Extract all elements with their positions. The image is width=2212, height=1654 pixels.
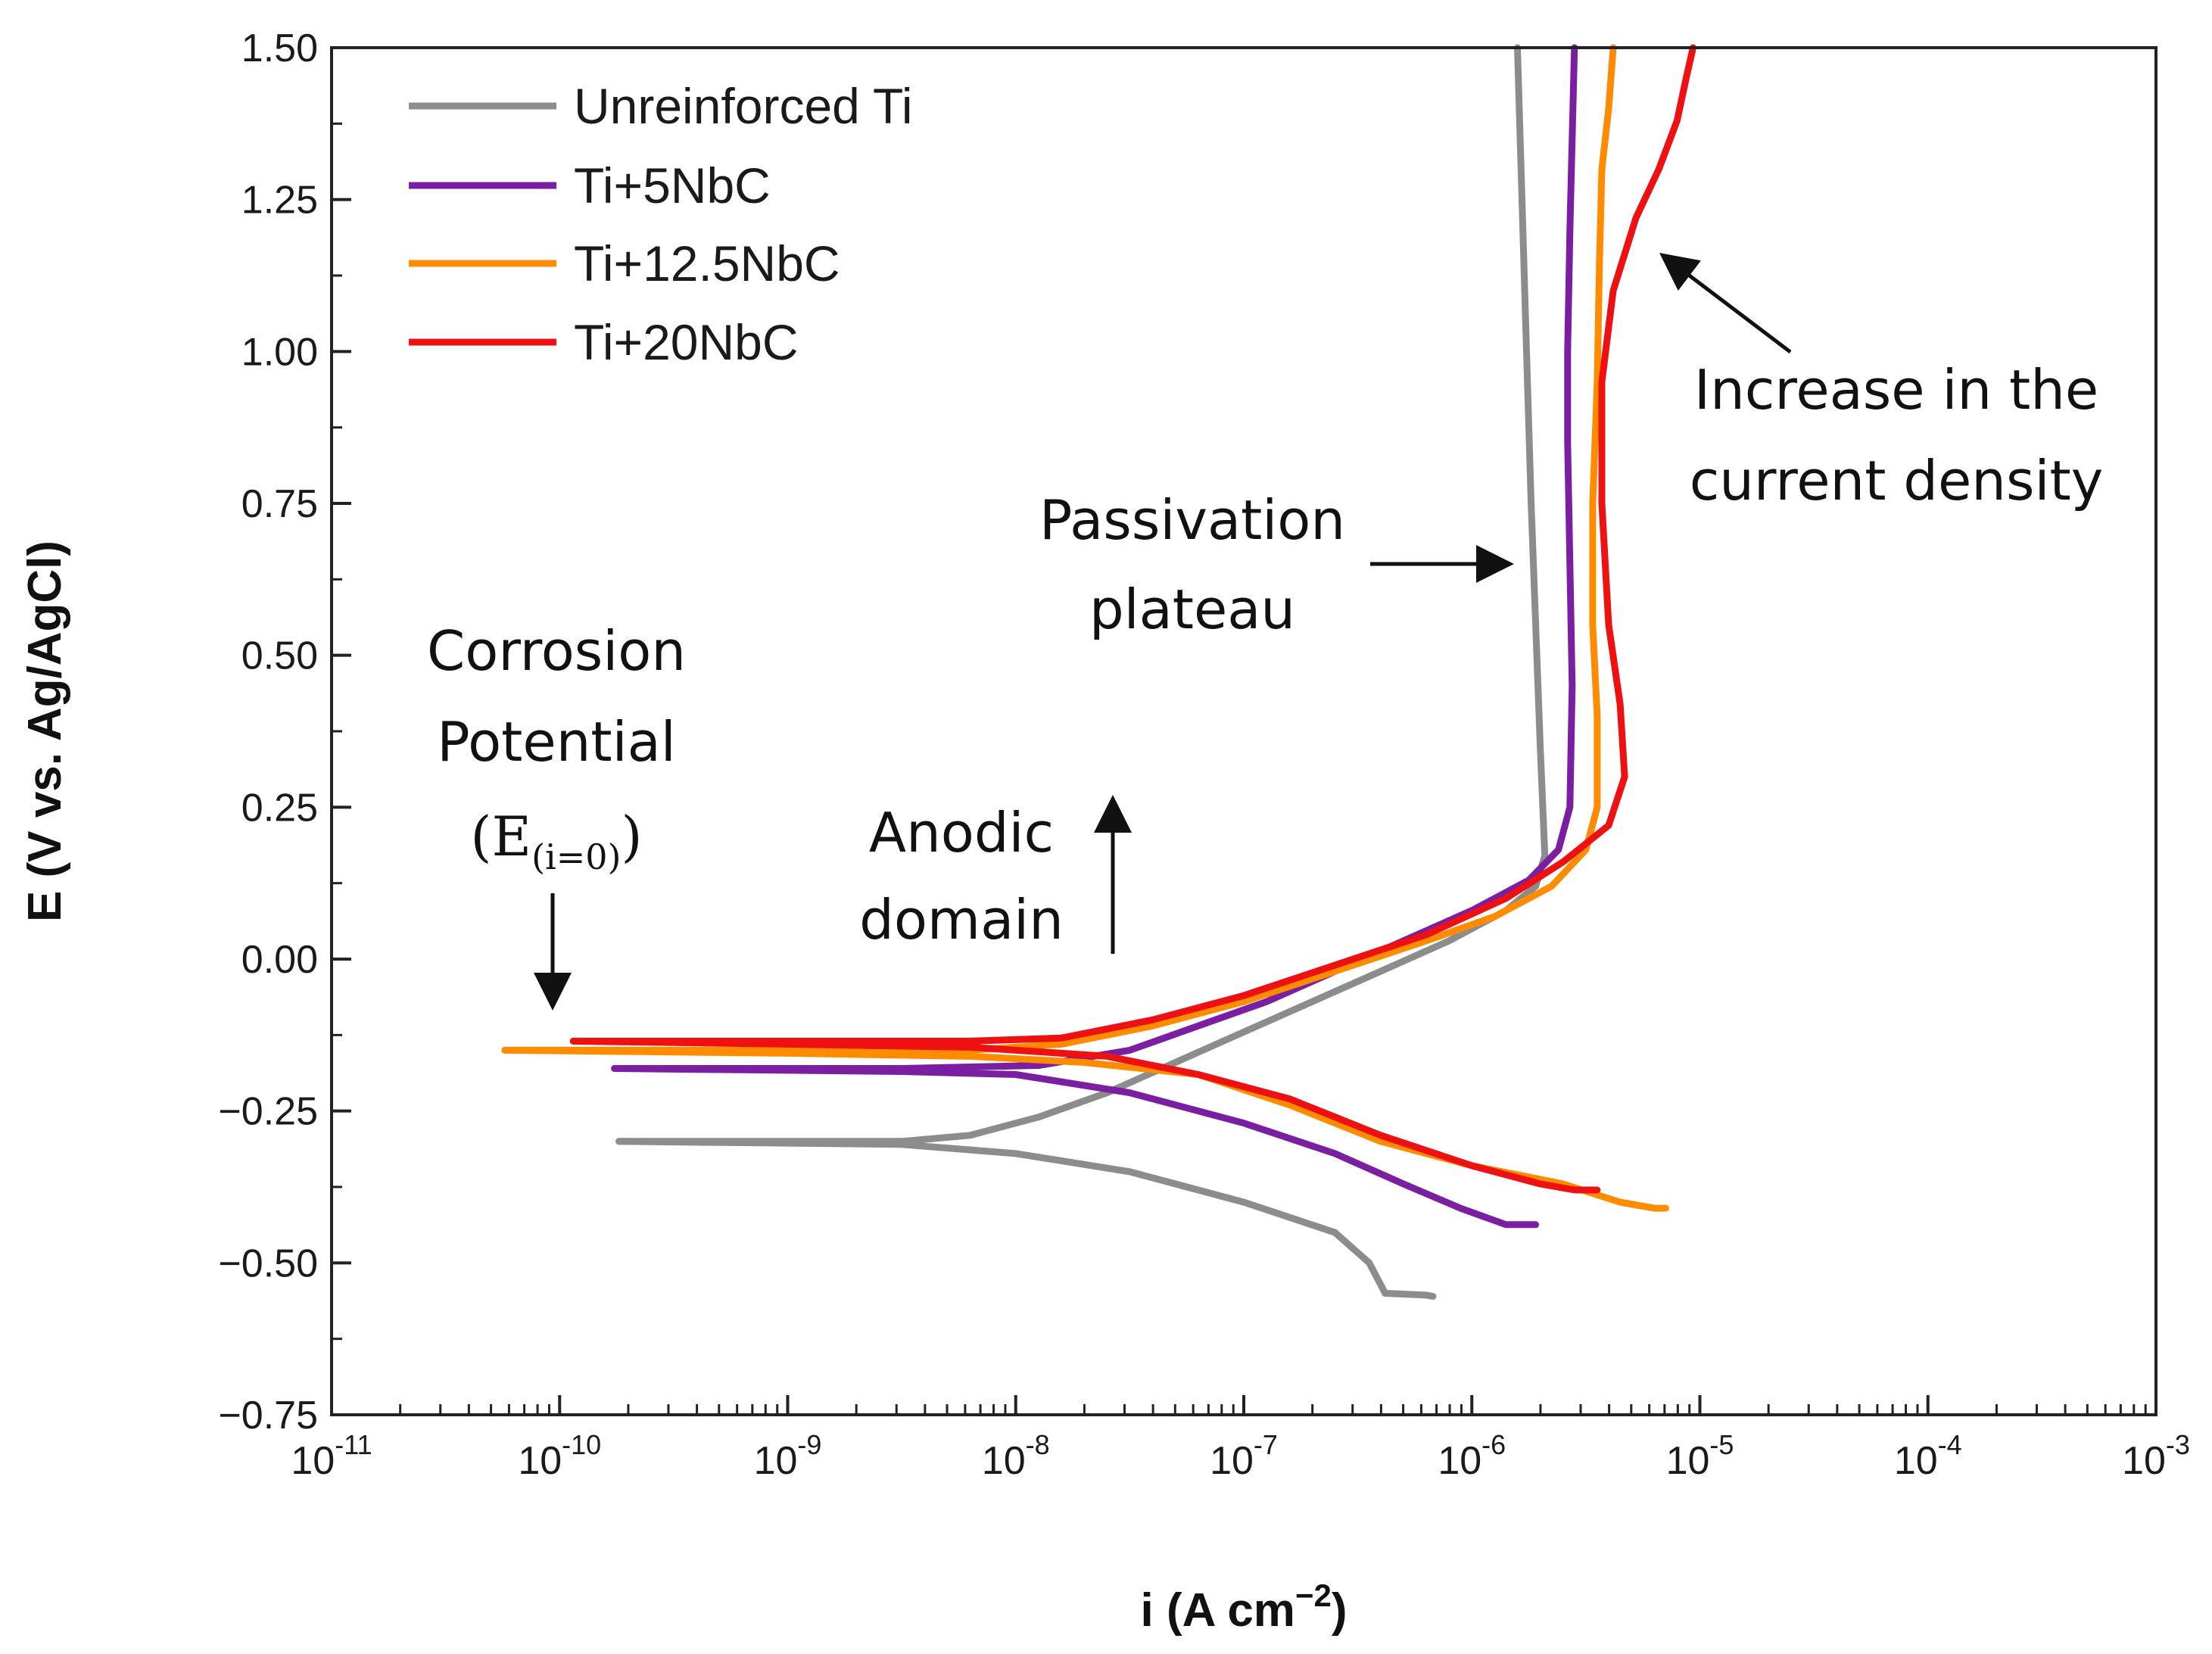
y-tick-label: 1.50 (241, 26, 318, 70)
y-tick-label: 0.50 (241, 634, 318, 678)
x-tick-label: 10-5 (1666, 1429, 1734, 1483)
legend-label-ti-20nbc: Ti+20NbC (574, 314, 799, 370)
annotation-increase-line2: current density (1690, 449, 2104, 512)
x-tick-label: 10-11 (291, 1429, 372, 1483)
annotation-passivation-plateau: Passivation plateau (1039, 488, 1514, 641)
annotation-corrosion-potential: Corrosion Potential (E(i=0)) (427, 619, 686, 1011)
annotation-current-density-increase: Increase in the current density (1659, 252, 2104, 512)
annotation-passivation-line1: Passivation (1039, 488, 1345, 552)
y-axis-title: E (V vs. Ag/AgCl) (19, 540, 71, 922)
diagonal-arrow-icon (1659, 252, 1792, 354)
series-line-ti-20nbc-cathodic (569, 1037, 1601, 1194)
annotation-anodic-line1: Anodic (869, 801, 1054, 864)
annotation-increase-line1: Increase in the (1694, 358, 2098, 422)
y-tick-label: 1.00 (241, 330, 318, 374)
legend-label-unreinforced-ti: Unreinforced Ti (574, 78, 913, 134)
annotation-corrosion-line2: Potential (437, 710, 675, 774)
series-line-ti-20nbc-anodic (569, 44, 1696, 1045)
series-line-ti-12-5nbc-anodic (501, 44, 1617, 1054)
annotation-corrosion-symbol: (E(i=0)) (470, 805, 642, 877)
legend-entry: Ti+20NbC (409, 314, 799, 370)
y-tick-label: −0.25 (218, 1090, 318, 1134)
x-tick-label: 10-10 (518, 1429, 601, 1483)
legend-entry: Ti+5NbC (409, 157, 771, 213)
series-line-unreinforced-ti-cathodic (615, 1138, 1437, 1300)
axis-ticks: 1.50 1.25 1.00 0.75 0.50 0.25 0.00 −0.25 −0.50 −0… (218, 26, 2190, 1483)
y-tick-label: 0.75 (241, 482, 318, 526)
legend-entry: Unreinforced Ti (409, 78, 913, 134)
legend-label-ti-5nbc: Ti+5NbC (574, 157, 771, 213)
y-tick-label: 1.25 (241, 179, 318, 223)
x-axis-title: i (A cm−2) (1141, 1578, 1347, 1637)
y-tick-label: −0.75 (218, 1394, 318, 1438)
series-line-ti-5nbc-cathodic (611, 1065, 1540, 1229)
legend: Unreinforced Ti Ti+5NbC Ti+12.5NbC Ti+20… (409, 78, 913, 370)
legend-entry: Ti+12.5NbC (409, 235, 840, 291)
y-tick-label: 0.00 (241, 938, 318, 982)
annotation-passivation-line2: plateau (1089, 578, 1295, 641)
x-tick-label: 10-4 (1894, 1429, 1962, 1483)
y-tick-label: 0.25 (241, 786, 318, 830)
series-curves (501, 44, 1696, 1300)
x-tick-label: 10-6 (1438, 1429, 1506, 1483)
annotation-anodic-line2: domain (859, 888, 1064, 952)
x-tick-label: 10-3 (2122, 1429, 2190, 1483)
x-tick-label: 10-8 (982, 1429, 1050, 1483)
series-line-ti-12-5nbc-cathodic (501, 1046, 1669, 1212)
y-tick-label: −0.50 (218, 1241, 318, 1285)
series-line-unreinforced-ti-anodic (615, 44, 1549, 1145)
annotation-corrosion-line1: Corrosion (427, 619, 686, 683)
x-tick-label: 10-9 (754, 1429, 822, 1483)
annotation-anodic-domain: Anodic domain (859, 795, 1132, 954)
x-tick-label: 10-7 (1210, 1429, 1278, 1483)
legend-label-ti-12-5nbc: Ti+12.5NbC (574, 235, 840, 291)
